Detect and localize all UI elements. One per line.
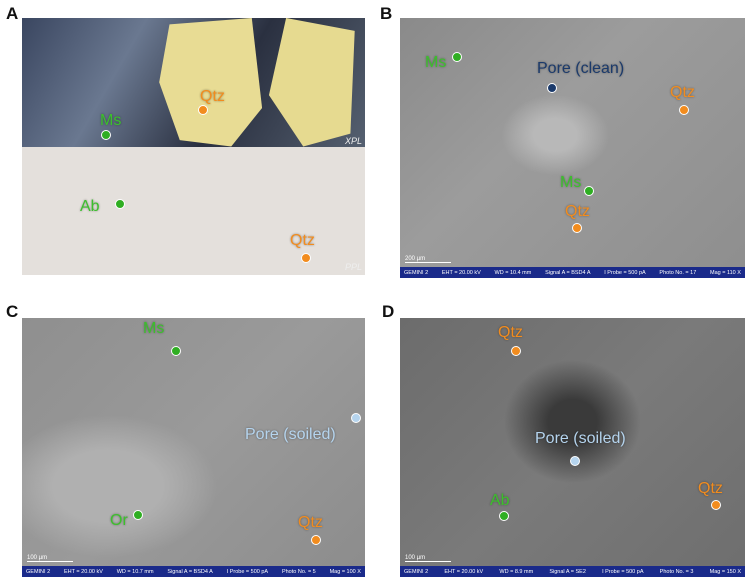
mineral-point [115, 199, 125, 209]
sem-footer-field: WD = 10.7 mm [116, 568, 154, 575]
sem-footer-field: Signal A = BSD4 A [167, 568, 213, 575]
mineral-label: Qtz [565, 203, 590, 220]
sem-footer-field: Signal A = SE2 [549, 568, 586, 575]
sem-footer-field: GEMINI 2 [26, 568, 51, 575]
sem-footer: GEMINI 2 EHT = 20.00 kV WD = 10.7 mm Signal… [22, 566, 365, 577]
panel-letter: B [380, 4, 393, 23]
panel-letter: D [382, 302, 395, 321]
mineral-point [452, 52, 462, 62]
quartz-grain [159, 18, 263, 147]
mineral-label: Ms [143, 320, 165, 337]
mode-label: PPL [344, 262, 362, 272]
sem-footer: GEMINI 2 EHT = 20.00 kV WD = 10.4 mm Signal… [400, 267, 745, 278]
sem-footer-field: I Probe = 500 pA [602, 568, 644, 575]
mineral-point [711, 500, 721, 510]
mineral-point [198, 105, 208, 115]
mineral-label: Pore (soiled) [245, 426, 336, 443]
panel-letter: C [6, 302, 19, 321]
sem-footer-field: GEMINI 2 [404, 568, 429, 575]
sem-footer-field: EHT = 20.00 kV [64, 568, 103, 575]
scale-bar: 100 µm [27, 555, 73, 562]
mineral-label: Ms [425, 54, 447, 71]
mineral-label: Ab [80, 198, 100, 215]
mineral-point [171, 346, 181, 356]
micrograph: Qtz Pore (soiled) Ab Qtz 100 µm GEMINI 2 EHT =… [400, 318, 745, 577]
mineral-point [511, 346, 521, 356]
sem-footer-field: Photo No. = 5 [281, 568, 316, 575]
sem-footer-field: Mag = 110 X [710, 269, 741, 276]
sem-footer-field: Photo No. = 17 [659, 269, 697, 276]
sem-footer-field: GEMINI 2 [404, 269, 429, 276]
mineral-label: Qtz [200, 88, 225, 105]
micrograph: XPL PPL Qtz Ms Ab Qtz [22, 18, 365, 275]
sem-footer-field: EHT = 20.00 kV [441, 269, 481, 276]
sem-footer-field: EHT = 20.00 kV [444, 568, 484, 575]
mineral-point [351, 413, 361, 423]
mineral-label: Qtz [290, 232, 315, 249]
mineral-label: Pore (clean) [537, 60, 625, 77]
mineral-point [301, 253, 311, 263]
sem-footer-field: Mag = 150 X [709, 568, 741, 575]
mineral-label: Qtz [698, 480, 723, 497]
mineral-label: Ms [560, 174, 582, 191]
mineral-label: Ab [490, 492, 510, 509]
sem-footer-field: Signal A = BSD4 A [545, 269, 591, 276]
micrograph: Ms Pore (soiled) Or Qtz 100 µm GEMINI 2 EHT = … [22, 318, 365, 577]
mode-label: XPL [344, 136, 362, 146]
sem-footer-field: WD = 8.9 mm [499, 568, 534, 575]
scale-bar: 100 µm [405, 555, 451, 562]
sem-footer: GEMINI 2 EHT = 20.00 kV WD = 8.9 mm Signal … [400, 566, 745, 577]
mineral-label: Qtz [670, 84, 695, 101]
sem-footer-field: I Probe = 500 pA [604, 269, 646, 276]
mineral-point [311, 535, 321, 545]
mineral-label: Qtz [498, 324, 523, 341]
sem-footer-field: Photo No. = 3 [659, 568, 694, 575]
mineral-point [499, 511, 509, 521]
mineral-point [572, 223, 582, 233]
mineral-point [570, 456, 580, 466]
mineral-label: Ms [100, 112, 122, 129]
sem-footer-field: WD = 10.4 mm [494, 269, 532, 276]
mineral-label: Or [110, 512, 128, 529]
mineral-point [133, 510, 143, 520]
mineral-point [584, 186, 594, 196]
mineral-point [679, 105, 689, 115]
sem-footer-field: I Probe = 500 pA [226, 568, 269, 575]
sem-footer-field: Mag = 100 X [329, 568, 361, 575]
micrograph: Ms Pore (clean) Qtz Ms Qtz 200 µm GEMINI 2 EHT … [400, 18, 745, 278]
mineral-point [547, 83, 557, 93]
mineral-label: Pore (soiled) [535, 430, 626, 447]
panel-letter: A [6, 4, 19, 23]
scale-bar: 200 µm [405, 256, 451, 263]
mineral-label: Qtz [298, 514, 323, 531]
mineral-point [101, 130, 111, 140]
